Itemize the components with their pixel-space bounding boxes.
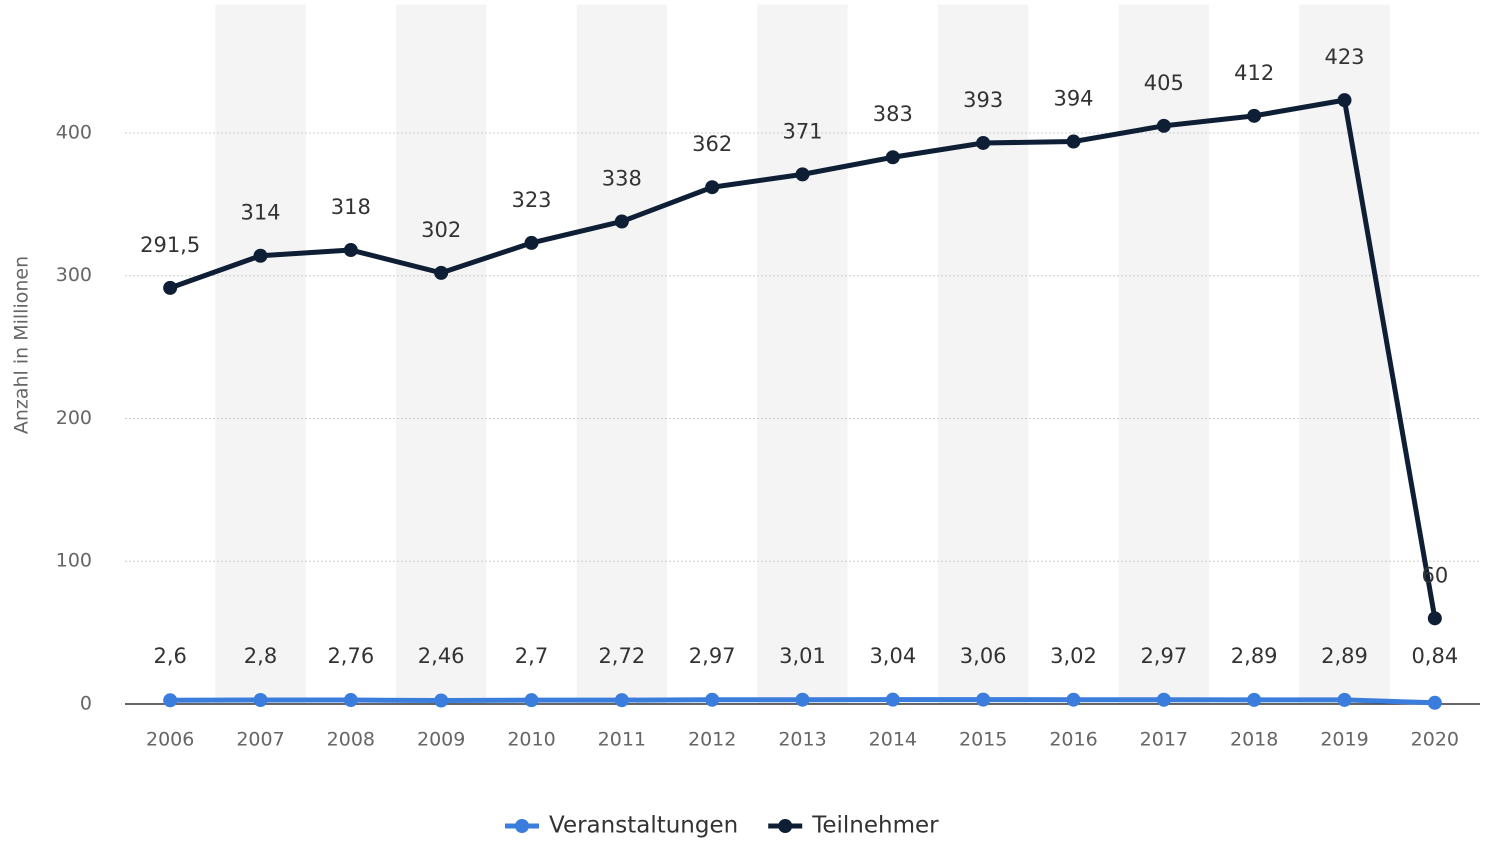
y-tick-label: 100 [56,550,92,572]
value-label: 383 [873,102,913,126]
point [163,280,178,295]
value-label: 318 [331,195,371,219]
x-tick-label: 2011 [598,729,646,751]
legend-swatch-dot [515,819,529,833]
point [1247,692,1262,707]
x-tick-label: 2010 [507,729,555,751]
value-label: 2,97 [1140,644,1187,668]
value-label: 3,01 [779,644,826,668]
value-label: 393 [963,88,1003,112]
x-tick-label: 2014 [869,729,917,751]
value-label: 362 [692,132,732,156]
y-axis-label: Anzahl in Millionen [11,256,33,434]
value-label: 2,6 [153,644,186,668]
x-tick-label: 2008 [327,729,375,751]
legend-swatch-dot [778,819,793,833]
x-tick-label: 2016 [1049,729,1097,751]
point [163,693,178,708]
value-label: 412 [1234,61,1274,85]
point [1066,692,1081,707]
point [253,693,268,708]
x-tick-label: 2017 [1140,729,1188,751]
value-label: 0,84 [1411,644,1458,668]
point [1156,118,1171,133]
point [434,265,449,280]
column-band [1299,4,1390,704]
point [1156,692,1171,707]
column-band [576,4,667,704]
column-band [396,4,487,704]
column-band [757,4,848,704]
point [705,180,720,195]
point [976,692,991,707]
y-tick-label: 200 [56,407,92,429]
point [343,243,358,258]
x-tick-label: 2019 [1320,729,1368,751]
point [795,167,810,182]
column-band [1118,4,1209,704]
value-label: 2,7 [515,644,548,668]
column-band [215,4,306,704]
value-label: 60 [1421,563,1448,587]
value-label: 2,89 [1231,644,1278,668]
value-label: 2,97 [689,644,736,668]
x-tick-label: 2006 [146,729,194,751]
point [1427,695,1442,710]
value-label: 323 [511,188,551,212]
point [434,693,449,708]
y-tick-label: 0 [80,693,92,715]
value-label: 302 [421,218,461,242]
value-label: 423 [1324,45,1364,69]
value-label: 3,02 [1050,644,1097,668]
y-tick-label: 300 [56,264,92,286]
value-label: 3,06 [960,644,1007,668]
value-label: 2,76 [327,644,374,668]
x-tick-label: 2013 [778,729,826,751]
value-label: 2,46 [418,644,465,668]
point [343,693,358,708]
point [524,693,539,708]
value-label: 291,5 [140,233,200,257]
x-tick-label: 2015 [959,729,1007,751]
value-label: 2,89 [1321,644,1368,668]
value-label: 371 [782,119,822,143]
value-label: 405 [1144,71,1184,95]
point [795,692,810,707]
point [524,235,539,250]
legend-label: Veranstaltungen [549,813,738,839]
value-label: 394 [1053,87,1093,111]
x-tick-label: 2018 [1230,729,1278,751]
value-label: 2,72 [598,644,645,668]
point [885,692,900,707]
point [1337,93,1352,108]
legend-label: Teilnehmer [811,813,939,839]
point [885,150,900,165]
value-label: 338 [602,166,642,190]
value-label: 314 [240,201,280,225]
column-band [938,4,1029,704]
value-label: 2,8 [244,644,277,668]
point [1247,108,1262,123]
point [614,693,629,708]
point [253,248,268,263]
x-tick-label: 2020 [1411,729,1459,751]
point [1427,611,1442,626]
bands [215,4,1390,704]
point [1066,134,1081,149]
point [705,692,720,707]
y-tick-label: 400 [56,121,92,143]
value-label: 3,04 [869,644,916,668]
x-tick-label: 2007 [236,729,284,751]
x-tick-label: 2012 [688,729,736,751]
point [976,135,991,150]
point [614,214,629,229]
point [1337,692,1352,707]
x-tick-label: 2009 [417,729,465,751]
